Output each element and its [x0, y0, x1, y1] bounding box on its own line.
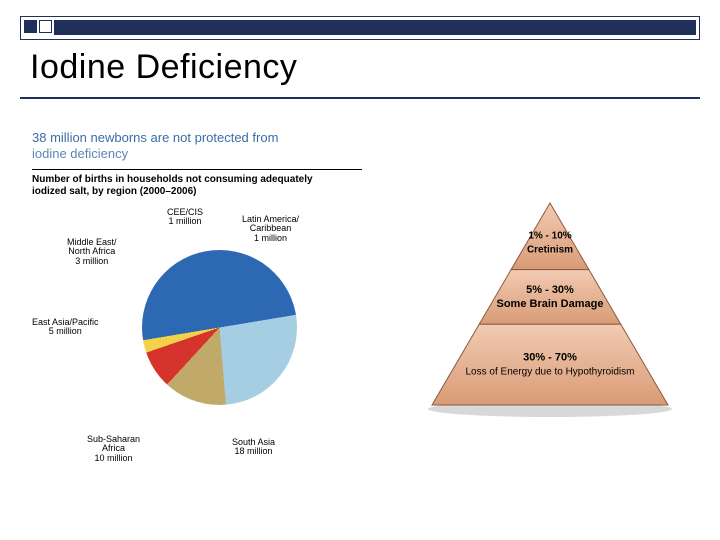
- band-caption: Cretinism: [527, 244, 573, 255]
- slide: Iodine Deficiency 38 million newborns ar…: [0, 0, 720, 540]
- top-decorative-bar: [20, 16, 700, 40]
- pie-label: South Asia18 million: [232, 438, 275, 458]
- pyramid-svg: 1% - 10% Cretinism 5% - 30% Some Brain Dama…: [420, 195, 680, 425]
- pie-label: Middle East/North Africa3 million: [67, 238, 117, 268]
- pie-label: East Asia/Pacific5 million: [32, 318, 99, 338]
- pie-label: Sub-SaharanAfrica10 million: [87, 435, 140, 465]
- accent-square-outline: [39, 20, 52, 33]
- pyramid-band: [479, 270, 621, 325]
- pyramid-band: [432, 324, 668, 405]
- slide-title: Iodine Deficiency: [30, 48, 297, 87]
- pie-chart: [142, 250, 297, 405]
- pie-figure: 38 million newborns are not protected fr…: [32, 130, 362, 465]
- title-underline: [20, 97, 700, 99]
- figure-headline: 38 million newborns are not protected fr…: [32, 130, 362, 163]
- pie-label: CEE/CIS1 million: [167, 208, 203, 228]
- pyramid-figure: 1% - 10% Cretinism 5% - 30% Some Brain Dama…: [420, 195, 680, 425]
- band-caption: Loss of Energy due to Hypothyroidism: [466, 367, 635, 378]
- band-pct: 30% - 70%: [523, 352, 577, 364]
- band-pct: 5% - 30%: [526, 284, 574, 296]
- figure-subtitle: Number of births in households not consu…: [32, 174, 362, 199]
- headline-line1: 38 million newborns are not protected fr…: [32, 130, 278, 145]
- subtitle-line2: iodized salt, by region (2000–2006): [32, 186, 197, 197]
- accent-bar: [54, 20, 696, 35]
- band-caption: Some Brain Damage: [497, 298, 604, 310]
- figure-rule: [32, 169, 362, 170]
- headline-line2: iodine deficiency: [32, 146, 128, 161]
- pie-label: Latin America/Caribbean1 million: [242, 215, 299, 245]
- accent-square-filled: [24, 20, 37, 33]
- band-pct: 1% - 10%: [528, 230, 571, 241]
- subtitle-line1: Number of births in households not consu…: [32, 174, 313, 185]
- pie-wrap: South Asia18 million Sub-SaharanAfrica10 …: [32, 205, 362, 465]
